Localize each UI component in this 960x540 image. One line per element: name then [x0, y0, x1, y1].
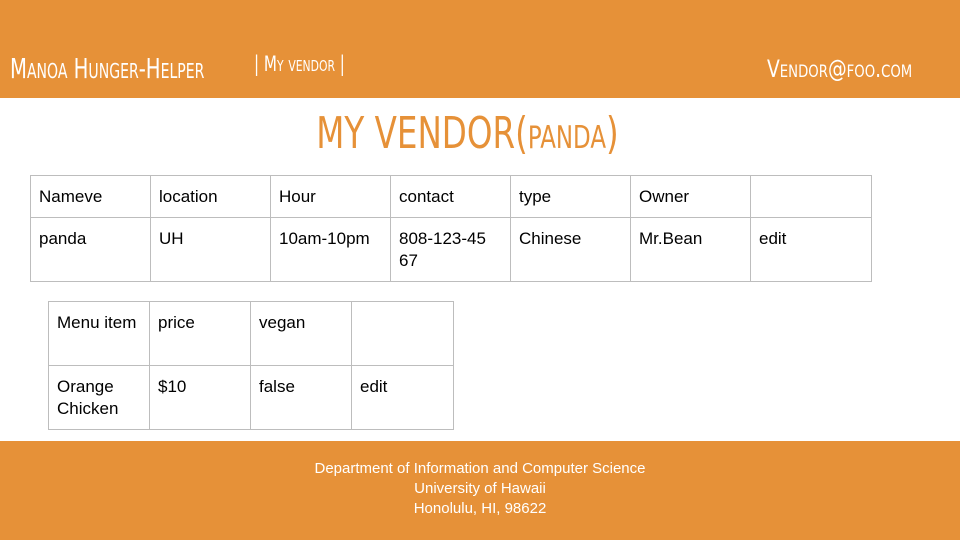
column-header-contact: contact	[390, 175, 511, 218]
cell-vendor-owner: Mr.Bean	[630, 217, 751, 282]
table-header-row: Nameve location Hour contact type Owner	[30, 175, 872, 218]
column-header-hour: Hour	[270, 175, 391, 218]
column-header-actions	[351, 301, 454, 366]
column-header-type: type	[510, 175, 631, 218]
column-header-menu-item: Menu item	[48, 301, 150, 366]
cell-menu-price: $10	[149, 365, 251, 430]
table-header-row: Menu item price vegan	[48, 301, 454, 366]
cell-vendor-hour: 10am-10pm	[270, 217, 391, 282]
edit-vendor-link[interactable]: edit	[759, 229, 787, 248]
cell-vendor-name: panda	[30, 217, 151, 282]
vendor-table: Nameve location Hour contact type Owner …	[30, 175, 872, 282]
brand-logo[interactable]: Manoa Hunger-Helper	[10, 52, 205, 85]
user-account-link[interactable]: Vendor@foo.com	[766, 55, 912, 83]
column-header-actions	[750, 175, 872, 218]
top-navbar: Manoa Hunger-Helper | My vendor | Vendor…	[0, 0, 960, 98]
cell-menu-actions: edit	[351, 365, 454, 430]
footer-department: Department of Information and Computer S…	[314, 460, 646, 477]
column-header-name: Nameve	[30, 175, 151, 218]
table-row: Orange Chicken $10 false edit	[48, 365, 454, 430]
column-header-vegan: vegan	[250, 301, 352, 366]
footer-address: Honolulu, HI, 98622	[413, 500, 547, 517]
cell-vendor-location: UH	[150, 217, 271, 282]
footer-university: University of Hawaii	[414, 480, 546, 497]
column-header-owner: Owner	[630, 175, 751, 218]
edit-menu-item-link[interactable]: edit	[360, 377, 388, 396]
column-header-price: price	[149, 301, 251, 366]
cell-vendor-actions: edit	[750, 217, 872, 282]
cell-vendor-contact: 808-123-45 67	[390, 217, 511, 282]
menu-table: Menu item price vegan Orange Chicken $10…	[48, 301, 454, 430]
cell-vendor-type: Chinese	[510, 217, 631, 282]
cell-menu-item: Orange Chicken	[48, 365, 150, 430]
cell-menu-vegan: false	[250, 365, 352, 430]
column-header-location: location	[150, 175, 271, 218]
footer: Department of Information and Computer S…	[0, 441, 960, 540]
nav-my-vendor[interactable]: | My vendor |	[254, 52, 345, 76]
page-title: MY VENDOR(panda)	[316, 108, 619, 159]
table-row: panda UH 10am-10pm 808-123-45 67 Chinese…	[30, 217, 872, 282]
